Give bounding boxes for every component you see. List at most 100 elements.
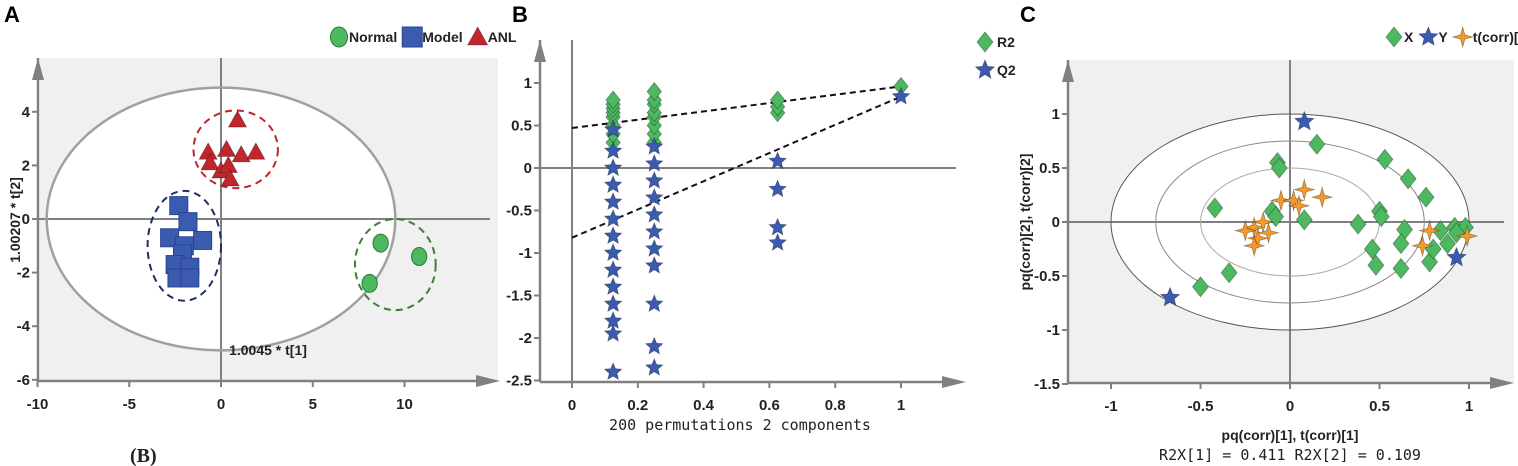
point-q2 <box>644 221 664 240</box>
point-anl <box>227 110 248 128</box>
y-tick-label: -1 <box>1047 322 1060 339</box>
y-tick-label: 0 <box>524 160 532 177</box>
point-q2 <box>603 191 623 211</box>
panel-sublabel: (B) <box>130 445 157 466</box>
point-tcorr2 <box>1233 219 1257 243</box>
point-q2 <box>603 293 623 313</box>
y-tick-label: 4 <box>22 104 31 121</box>
point-q2 <box>644 187 664 206</box>
y-axis-arrow <box>534 40 546 62</box>
point-model <box>169 196 189 216</box>
point-x <box>1372 205 1390 228</box>
point-q2 <box>603 361 623 381</box>
point-q2 <box>768 151 788 170</box>
point-anl <box>231 144 251 163</box>
point-x <box>1220 262 1238 284</box>
point-q2 <box>603 119 623 138</box>
legend: X Yt(corr)[2] <box>1385 25 1518 49</box>
legend: R2 Q2 <box>974 31 1016 79</box>
point-tcorr2 <box>1287 194 1311 218</box>
point-r2 <box>769 90 786 110</box>
point-q2 <box>644 153 664 172</box>
legend-marker <box>401 26 423 48</box>
point-y <box>1446 246 1468 267</box>
x-axis-arrow <box>1490 377 1514 389</box>
x-axis-label: 200 permutations 2 components <box>609 416 871 434</box>
point-x <box>1439 232 1457 255</box>
panel-label: C <box>1020 2 1036 27</box>
point-q2 <box>768 232 788 251</box>
point-q2 <box>644 255 664 274</box>
ellipse-0 <box>45 86 397 352</box>
x-tick-label: 0.6 <box>759 397 780 414</box>
x-tick-label: 0 <box>1286 398 1294 415</box>
point-tcorr2 <box>1455 224 1479 248</box>
x-tick-label: -5 <box>123 396 136 413</box>
point-anl <box>246 142 266 160</box>
point-model <box>178 212 198 232</box>
footnote: R2X[1] = 0.411 R2X[2] = 0.109 <box>1159 446 1421 464</box>
x-tick-label: 0.2 <box>627 397 648 414</box>
legend-marker <box>974 58 996 79</box>
y-tick-label: 0 <box>22 211 30 228</box>
x-tick-label: 0.5 <box>1369 398 1390 415</box>
y-tick-label: 2 <box>22 157 30 174</box>
point-x <box>1295 209 1313 231</box>
legend-marker <box>976 31 994 53</box>
x-tick-label: 0 <box>568 397 576 414</box>
x-tick-label: 1 <box>1465 398 1473 415</box>
point-x <box>1392 257 1410 280</box>
legend-label: Q2 <box>997 62 1016 78</box>
point-x <box>1349 213 1367 235</box>
point-x <box>1399 168 1417 190</box>
x-tick-label: -1 <box>1104 398 1117 415</box>
point-tcorr2 <box>1246 226 1270 250</box>
y-tick-label: -2.5 <box>506 373 532 390</box>
x-axis-label: 1.0045 * t[1] <box>229 342 307 358</box>
point-tcorr2 <box>1418 219 1442 243</box>
legend-label: Y <box>1438 29 1448 45</box>
legend-marker <box>1417 25 1439 46</box>
point-anl <box>218 155 239 173</box>
point-q2 <box>603 323 623 342</box>
regression-line-R2 <box>571 85 902 130</box>
x-tick-label: 0.8 <box>825 397 846 414</box>
y-axis-label: 1.00207 * t[2] <box>7 177 23 263</box>
panel-B: 0 0.2 0.4 0.6 0.8 1 1 0.5 0 -0.5 -1 -1.5 -2 -2.5 B 200 … <box>506 2 1016 434</box>
point-x <box>1421 251 1439 273</box>
point-y <box>1293 110 1315 131</box>
panel-label: A <box>4 2 20 27</box>
x-tick-label: -0.5 <box>1188 398 1214 415</box>
point-q2 <box>768 179 788 198</box>
point-q2 <box>768 217 788 236</box>
ellipse-1 <box>1155 140 1425 304</box>
point-q2 <box>603 208 623 228</box>
point-tcorr2 <box>1410 234 1435 258</box>
point-model <box>193 230 213 250</box>
legend-marker <box>330 26 348 48</box>
point-anl <box>200 152 220 171</box>
y-tick-label: -6 <box>17 372 30 389</box>
y-tick-label: -0.5 <box>506 203 532 220</box>
point-x <box>1270 157 1288 179</box>
point-q2 <box>603 276 623 296</box>
panel-label: B <box>512 2 528 27</box>
point-tcorr2 <box>1242 234 1266 258</box>
y-axis-arrow <box>32 58 44 80</box>
y-tick-label: -4 <box>17 318 31 335</box>
x-tick-label: 0 <box>217 396 225 413</box>
point-x <box>1363 238 1381 260</box>
legend-label: t(corr)[2] <box>1473 29 1518 45</box>
point-tcorr2 <box>1256 221 1281 245</box>
y-tick-label: 1 <box>524 75 532 92</box>
point-x <box>1417 186 1435 208</box>
x-tick-label: 5 <box>309 396 317 413</box>
panel-C: -1 -0.5 0 0.5 1 1 0.5 0 -0.5 -1 -1.5 Cpq(corr)[1], … <box>1017 2 1518 464</box>
y-tick-label: -1.5 <box>1034 376 1060 393</box>
x-tick-label: 0.4 <box>693 397 715 414</box>
point-q2 <box>603 174 623 194</box>
x-axis-label: pq(corr)[1], t(corr)[1] <box>1222 427 1359 443</box>
legend-marker <box>467 26 489 46</box>
point-q2 <box>644 238 664 257</box>
